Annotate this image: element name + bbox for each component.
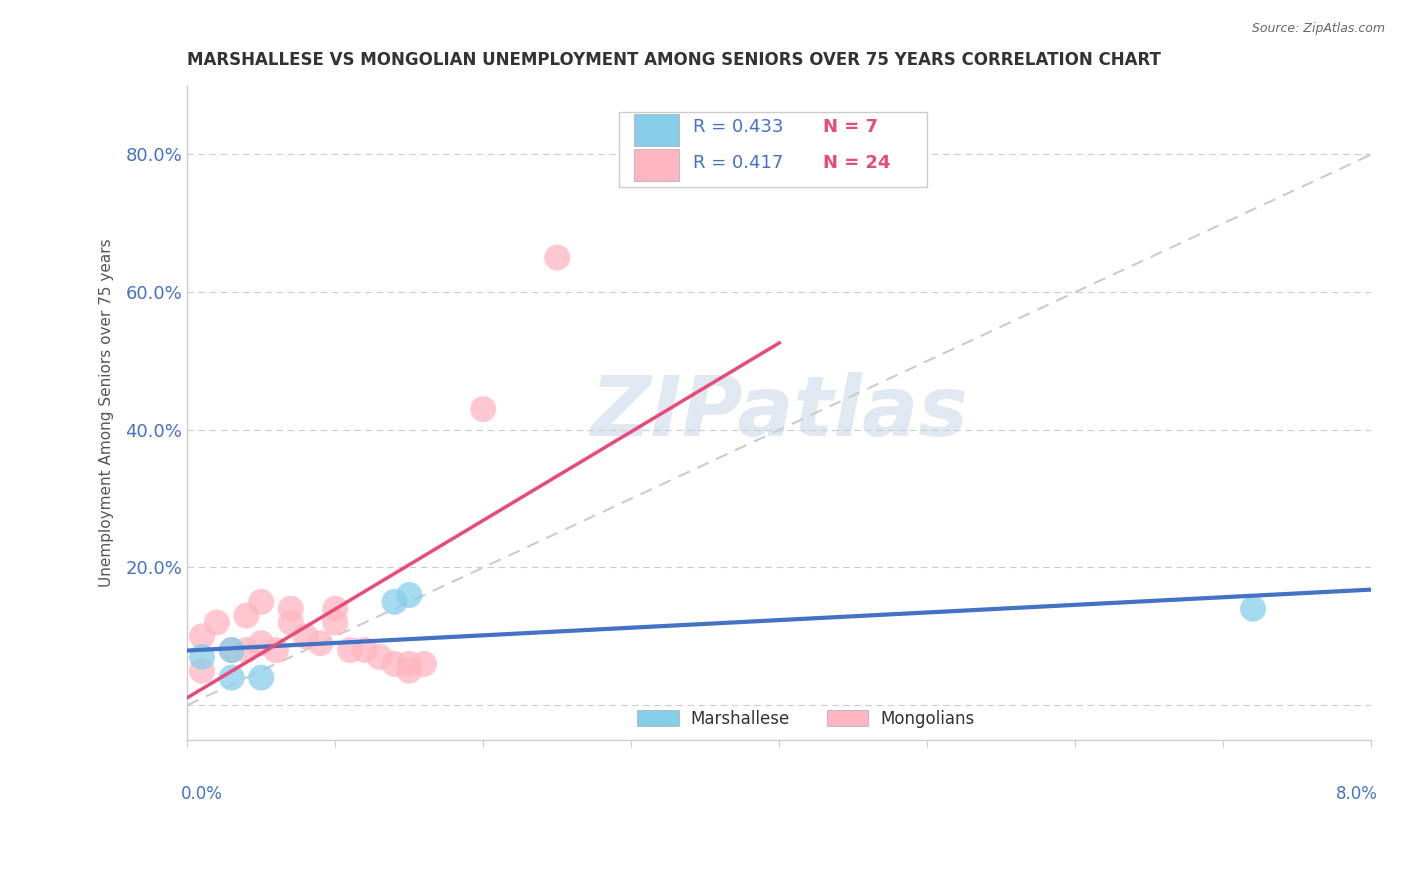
Point — [472, 402, 495, 417]
Text: N = 7: N = 7 — [823, 119, 879, 136]
Point — [191, 629, 214, 643]
Text: N = 24: N = 24 — [823, 153, 890, 172]
Point — [323, 615, 346, 630]
Point — [398, 657, 420, 671]
FancyBboxPatch shape — [620, 112, 928, 187]
Text: ZIPatlas: ZIPatlas — [591, 372, 969, 453]
Point — [368, 649, 391, 664]
FancyBboxPatch shape — [637, 710, 679, 726]
Point — [339, 643, 361, 657]
Text: 0.0%: 0.0% — [181, 785, 224, 804]
Point — [280, 615, 302, 630]
Point — [264, 643, 287, 657]
Text: Marshallese: Marshallese — [690, 710, 790, 728]
Point — [191, 649, 214, 664]
Point — [221, 671, 243, 685]
Point — [294, 629, 316, 643]
Point — [235, 643, 257, 657]
Point — [413, 657, 436, 671]
Point — [398, 588, 420, 602]
Point — [1241, 601, 1264, 615]
FancyBboxPatch shape — [634, 150, 679, 181]
Text: Mongolians: Mongolians — [880, 710, 974, 728]
Point — [323, 601, 346, 615]
Point — [280, 601, 302, 615]
FancyBboxPatch shape — [827, 710, 868, 726]
Point — [309, 636, 332, 650]
Point — [250, 636, 273, 650]
Point — [384, 595, 406, 609]
Text: R = 0.433: R = 0.433 — [693, 119, 783, 136]
Text: MARSHALLESE VS MONGOLIAN UNEMPLOYMENT AMONG SENIORS OVER 75 YEARS CORRELATION CH: MARSHALLESE VS MONGOLIAN UNEMPLOYMENT AM… — [187, 51, 1161, 69]
Point — [191, 664, 214, 678]
Point — [250, 595, 273, 609]
Text: R = 0.417: R = 0.417 — [693, 153, 783, 172]
Point — [250, 671, 273, 685]
Point — [384, 657, 406, 671]
FancyBboxPatch shape — [634, 114, 679, 145]
Point — [221, 643, 243, 657]
Point — [221, 643, 243, 657]
Point — [398, 664, 420, 678]
Point — [205, 615, 228, 630]
Point — [546, 251, 568, 265]
Text: Source: ZipAtlas.com: Source: ZipAtlas.com — [1251, 22, 1385, 36]
Point — [353, 643, 375, 657]
Text: 8.0%: 8.0% — [1336, 785, 1378, 804]
Point — [235, 608, 257, 623]
Y-axis label: Unemployment Among Seniors over 75 years: Unemployment Among Seniors over 75 years — [100, 238, 114, 587]
